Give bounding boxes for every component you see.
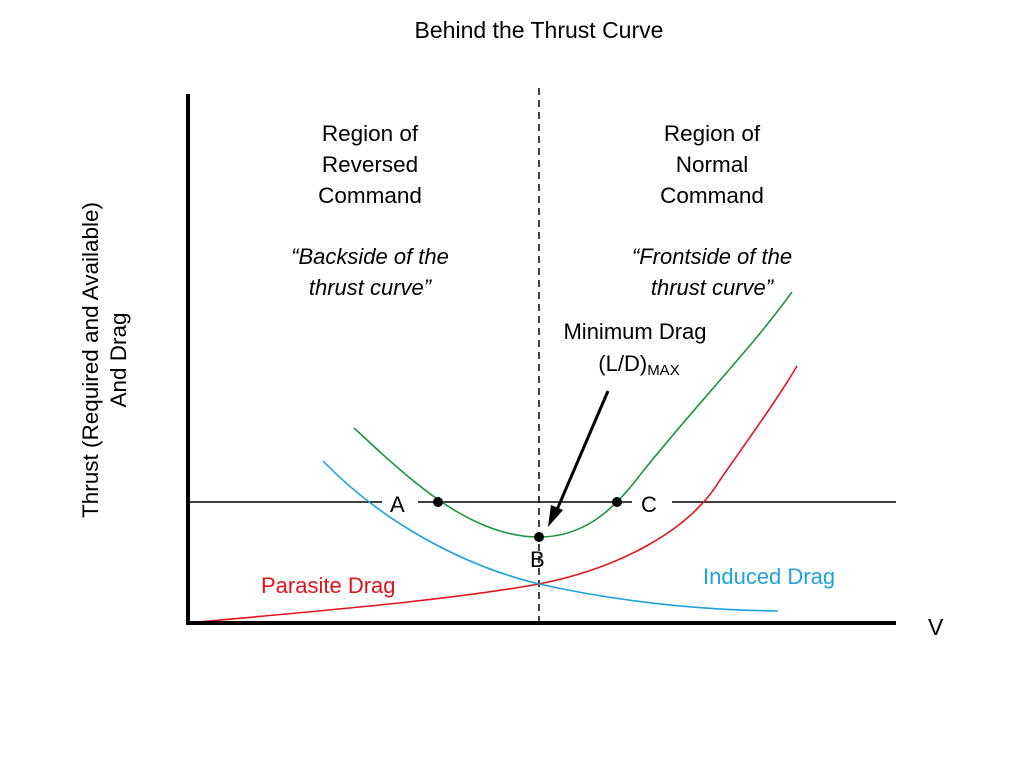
- region-reversed-command: Region of Reversed Command: [270, 118, 470, 211]
- frontside-quote-line2: thrust curve”: [650, 275, 774, 300]
- y-axis-label-line2: And Drag: [106, 312, 131, 408]
- induced-drag-label: Induced Drag: [703, 564, 836, 589]
- ld-subscript: MAX: [647, 362, 680, 379]
- ld-max-label: (L/D)MAX: [535, 348, 735, 387]
- y-axis-label-line1: Thrust (Required and Available): [78, 201, 103, 519]
- backside-quote-line1: “Backside of the: [291, 244, 449, 269]
- point-b-label: B: [530, 547, 545, 572]
- point-a-marker: [433, 497, 443, 507]
- min-drag-annotation: Minimum Drag (L/D)MAX: [535, 316, 735, 387]
- frontside-quote-line1: “Frontside of the: [631, 244, 793, 269]
- region-right-line2: Normal: [675, 152, 749, 177]
- backside-quote: “Backside of the thrust curve”: [250, 241, 490, 303]
- min-drag-label: Minimum Drag: [563, 319, 707, 344]
- point-c-label: C: [641, 492, 657, 517]
- point-c-marker: [612, 497, 622, 507]
- region-right-line3: Command: [660, 183, 764, 208]
- frontside-quote: “Frontside of the thrust curve”: [592, 241, 832, 303]
- arrow-head-icon: [548, 505, 563, 527]
- region-left-line1: Region of: [321, 121, 419, 146]
- region-normal-command: Region of Normal Command: [612, 118, 812, 211]
- y-axis-label: Thrust (Required and Available) And Drag: [77, 202, 133, 518]
- annotation-arrow: [554, 390, 610, 513]
- point-a-label: A: [390, 492, 405, 517]
- region-right-line1: Region of: [663, 121, 761, 146]
- x-axis-label: V: [928, 614, 944, 640]
- ld-text: (L/D): [598, 351, 648, 376]
- point-b-marker: [534, 532, 544, 542]
- region-left-line2: Reversed: [321, 152, 419, 177]
- region-left-line3: Command: [318, 183, 422, 208]
- chart-title: Behind the Thrust Curve: [414, 17, 664, 43]
- parasite-drag-curve: [187, 365, 798, 624]
- induced-drag-curve: [322, 460, 779, 612]
- total-drag-curve: [353, 291, 793, 538]
- backside-quote-line2: thrust curve”: [308, 275, 432, 300]
- parasite-drag-label: Parasite Drag: [261, 573, 396, 598]
